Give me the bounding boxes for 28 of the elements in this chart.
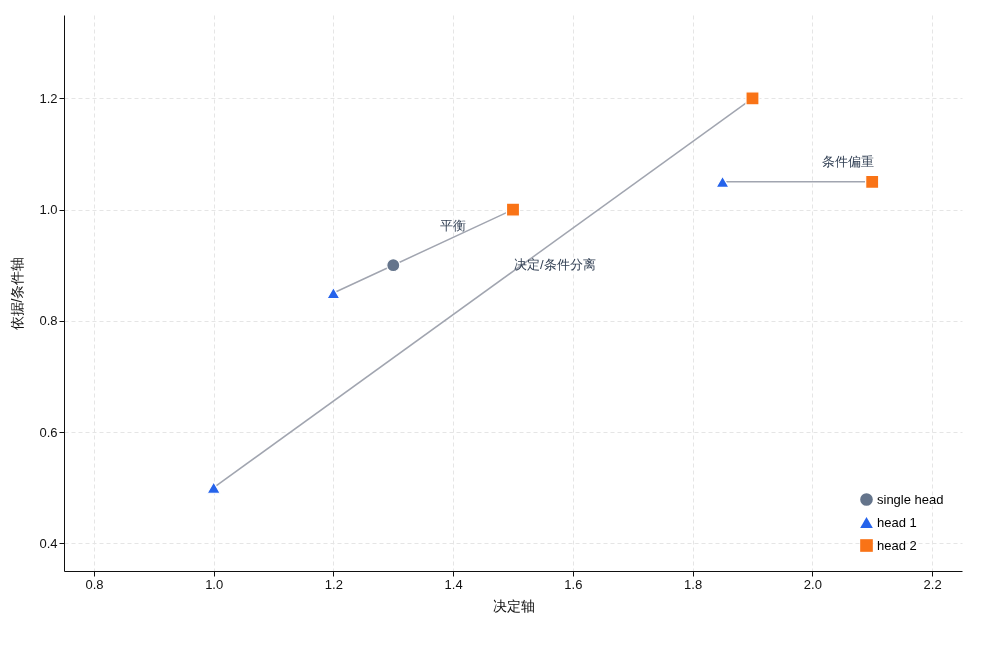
x-tick-label: 1.0 xyxy=(205,576,224,592)
x-tick-label: 1.2 xyxy=(324,576,343,592)
y-tick-label: 0.4 xyxy=(39,535,58,551)
legend-label: single head xyxy=(877,491,944,507)
x-tick-label: 2.2 xyxy=(923,576,942,592)
x-axis-title: 决定轴 xyxy=(492,597,535,614)
annotation: 平衡 xyxy=(440,217,467,233)
y-tick-label: 1.2 xyxy=(39,90,58,106)
x-tick-label: 1.6 xyxy=(564,576,583,592)
y-tick-label: 0.6 xyxy=(39,424,58,440)
point xyxy=(206,481,221,494)
point xyxy=(386,258,401,273)
point xyxy=(505,202,521,217)
x-tick-label: 0.8 xyxy=(85,576,104,592)
y-tick-label: 0.8 xyxy=(39,313,58,329)
point xyxy=(865,174,880,189)
y-axis-title: 依据/条件轴 xyxy=(9,256,26,331)
point xyxy=(715,175,730,189)
point xyxy=(326,286,341,300)
x-tick-label: 1.8 xyxy=(684,576,703,592)
x-tick-label: 2.0 xyxy=(803,576,822,592)
annotation: 决定/条件分离 xyxy=(514,257,596,273)
x-tick-label: 1.4 xyxy=(444,576,463,592)
point xyxy=(745,91,760,106)
annotation: 条件偏重 xyxy=(822,153,875,169)
y-tick-label: 1.0 xyxy=(39,202,58,218)
legend-label: head 2 xyxy=(877,537,917,553)
legend-label: head 1 xyxy=(877,514,917,530)
